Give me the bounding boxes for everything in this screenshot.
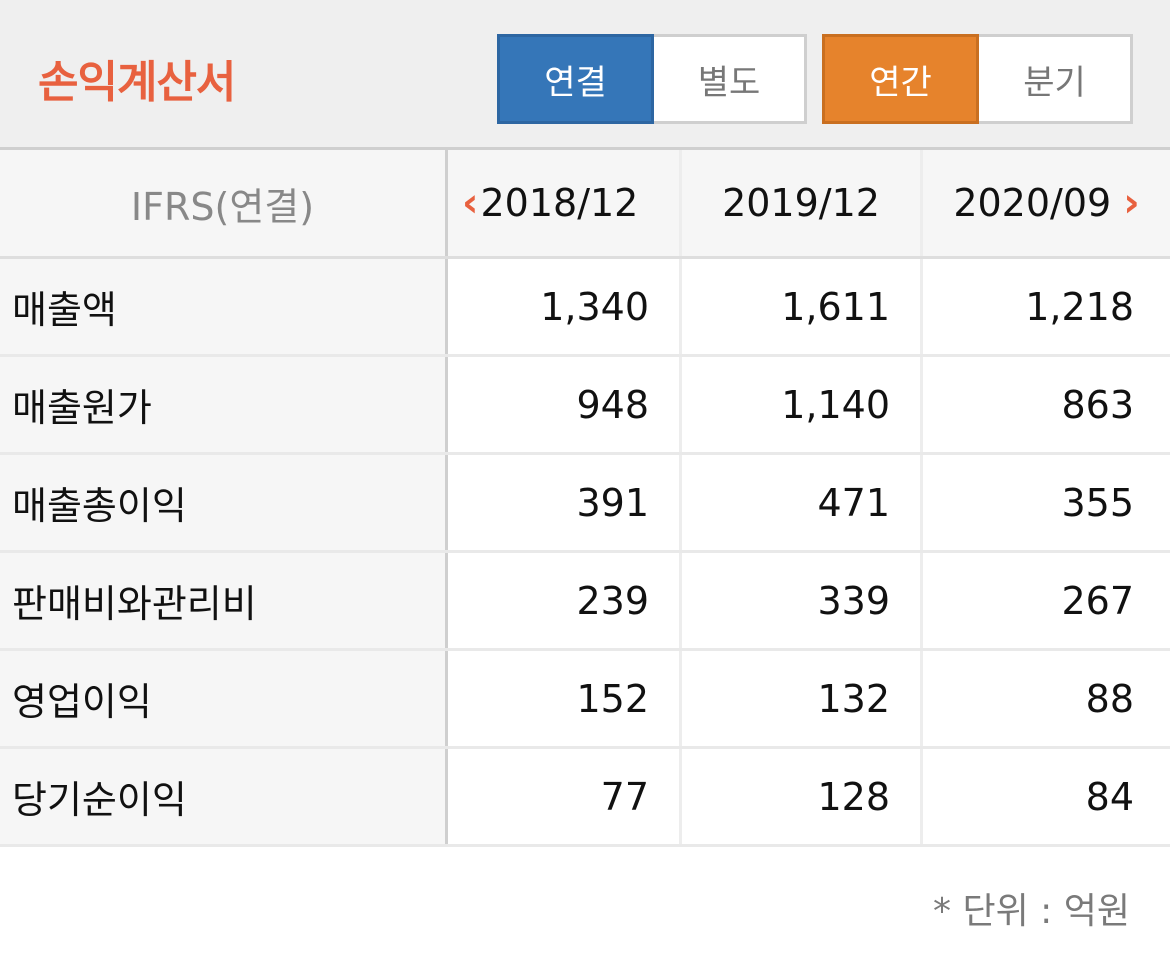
table-cell: 391 [448,455,682,550]
table-cell: 88 [1085,676,1134,721]
annual-button[interactable]: 연간 [822,34,979,124]
column-header-2019: 2019/12 [682,150,923,256]
table-cell: 948 [448,357,682,452]
consolidated-button[interactable]: 연결 [497,34,654,124]
statement-header: 손익계산서 연결 별도 연간 분기 [0,0,1170,147]
separate-button[interactable]: 별도 [654,34,807,124]
table-cell: 1,611 [682,259,923,354]
table-cell: 355 [1061,480,1134,525]
row-label: 당기순이익 [0,749,448,844]
column-header-2018: ‹ 2018/12 [448,150,682,256]
table-cell: 84 [1085,774,1134,819]
scope-toggle: 연결 별도 [497,34,807,124]
table-cell: 863 [1061,382,1134,427]
period-toggle: 연간 분기 [822,34,1133,124]
table-cell: 339 [682,553,923,648]
row-label: 영업이익 [0,651,448,746]
row-label: 매출총이익 [0,455,448,550]
table-row: 매출총이익 391 471 355 [0,455,1170,553]
unit-note: * 단위 : 억원 [933,891,1130,932]
quarterly-button[interactable]: 분기 [979,34,1133,124]
table-cell: 77 [448,749,682,844]
column-label: 2018/12 [480,181,639,225]
table-row: 매출원가 948 1,140 863 [0,357,1170,455]
table-header-row: IFRS(연결) ‹ 2018/12 2019/12 2020/09 › [0,150,1170,259]
row-label: 매출액 [0,259,448,354]
column-header-2020: 2020/09 › [923,150,1170,256]
row-label: 매출원가 [0,357,448,452]
row-label: 판매비와관리비 [0,553,448,648]
column-label: 2020/09 [953,181,1112,225]
table-cell: 128 [682,749,923,844]
ifrs-header-label: IFRS(연결) [0,150,448,256]
table-cell: 152 [448,651,682,746]
table-row: 매출액 1,340 1,611 1,218 [0,259,1170,357]
income-statement-table: IFRS(연결) ‹ 2018/12 2019/12 2020/09 › 매출액… [0,147,1170,854]
table-cell: 1,340 [448,259,682,354]
table-cell: 132 [682,651,923,746]
page-title: 손익계산서 [38,57,236,108]
chevron-left-icon[interactable]: ‹ [462,180,479,226]
table-cell: 239 [448,553,682,648]
table-row: 당기순이익 77 128 84 [0,749,1170,847]
table-row: 판매비와관리비 239 339 267 [0,553,1170,651]
table-row: 영업이익 152 132 88 [0,651,1170,749]
chevron-right-icon[interactable]: › [1123,180,1140,226]
table-cell: 471 [682,455,923,550]
table-cell: 1,218 [1025,284,1134,329]
table-cell: 1,140 [682,357,923,452]
column-label: 2019/12 [722,181,880,225]
table-cell: 267 [1061,578,1134,623]
